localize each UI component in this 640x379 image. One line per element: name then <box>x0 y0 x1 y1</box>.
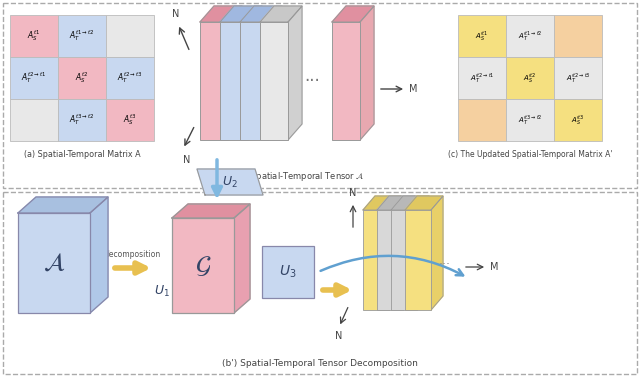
Bar <box>332 22 360 140</box>
Bar <box>10 57 58 99</box>
Text: $A_S^{t1}$: $A_S^{t1}$ <box>28 28 40 44</box>
Bar <box>106 15 154 57</box>
Text: (c) The Updated Spatial-Temporal Matrix A': (c) The Updated Spatial-Temporal Matrix … <box>448 150 612 159</box>
Text: (b') Spatial-Temporal Tensor Decomposition: (b') Spatial-Temporal Tensor Decompositi… <box>222 359 418 368</box>
Text: (b) Spatial-Temporal Tensor $\mathcal{A}$: (b) Spatial-Temporal Tensor $\mathcal{A}… <box>236 170 364 183</box>
Bar <box>3 3 637 188</box>
Text: $U_1$: $U_1$ <box>154 284 170 299</box>
Text: $\mathcal{G}$: $\mathcal{G}$ <box>195 254 211 277</box>
Bar <box>10 99 58 141</box>
Bar <box>506 15 554 57</box>
Text: N: N <box>172 9 180 19</box>
Text: $A_T^{t1\rightarrow t2}$: $A_T^{t1\rightarrow t2}$ <box>69 28 95 44</box>
Polygon shape <box>172 204 250 218</box>
Text: (a) Spatial-Temporal Matrix A: (a) Spatial-Temporal Matrix A <box>24 150 140 159</box>
Polygon shape <box>90 197 108 313</box>
Text: ...: ... <box>439 254 451 266</box>
Polygon shape <box>417 196 429 310</box>
Polygon shape <box>220 6 262 22</box>
Bar <box>240 22 268 140</box>
Text: $\mathcal{A}$: $\mathcal{A}$ <box>43 251 65 275</box>
Text: $A_S^{\prime t2}$: $A_S^{\prime t2}$ <box>524 72 537 85</box>
Polygon shape <box>197 169 263 195</box>
Text: $A_S^{\prime t3}$: $A_S^{\prime t3}$ <box>571 113 585 127</box>
Bar <box>506 57 554 99</box>
Bar <box>554 15 602 57</box>
Bar <box>405 210 431 310</box>
Bar <box>200 22 228 140</box>
Bar <box>106 99 154 141</box>
Text: $A_T^{t2\rightarrow t1}$: $A_T^{t2\rightarrow t1}$ <box>21 70 47 85</box>
Text: M: M <box>490 262 499 272</box>
Polygon shape <box>391 196 429 210</box>
Bar <box>260 22 288 140</box>
Bar <box>554 57 602 99</box>
Bar <box>18 213 90 313</box>
Text: $A_T^{t2\rightarrow t3}$: $A_T^{t2\rightarrow t3}$ <box>117 70 143 85</box>
Polygon shape <box>260 6 302 22</box>
Text: $A_T^{\prime t2\rightarrow t3}$: $A_T^{\prime t2\rightarrow t3}$ <box>566 72 590 85</box>
Text: decomposition: decomposition <box>105 250 161 259</box>
Bar <box>58 15 106 57</box>
Bar <box>172 218 234 313</box>
Text: $A_T^{\prime t3\rightarrow t2}$: $A_T^{\prime t3\rightarrow t2}$ <box>518 113 542 127</box>
Polygon shape <box>332 6 374 22</box>
Polygon shape <box>240 6 282 22</box>
Text: $A_T^{\prime t1\rightarrow t2}$: $A_T^{\prime t1\rightarrow t2}$ <box>518 30 542 42</box>
Bar <box>391 210 417 310</box>
Polygon shape <box>431 196 443 310</box>
Bar <box>3 192 637 374</box>
Text: $A_S^{t3}$: $A_S^{t3}$ <box>124 113 137 127</box>
Polygon shape <box>405 196 443 210</box>
Polygon shape <box>248 6 262 140</box>
Text: N: N <box>183 155 191 165</box>
Text: $U_3$: $U_3$ <box>279 264 297 280</box>
Text: $A_S^{\prime t1}$: $A_S^{\prime t1}$ <box>476 30 489 42</box>
Polygon shape <box>363 196 401 210</box>
Polygon shape <box>200 6 242 22</box>
Bar <box>106 57 154 99</box>
Text: $A_S^{t2}$: $A_S^{t2}$ <box>76 70 89 85</box>
Polygon shape <box>234 204 250 313</box>
Text: N: N <box>335 331 342 341</box>
Polygon shape <box>377 196 415 210</box>
Bar <box>554 99 602 141</box>
Bar <box>458 99 506 141</box>
Polygon shape <box>268 6 282 140</box>
Bar <box>220 22 248 140</box>
Bar <box>506 99 554 141</box>
Bar <box>58 99 106 141</box>
Text: $A_T^{\prime t2\rightarrow t1}$: $A_T^{\prime t2\rightarrow t1}$ <box>470 72 494 85</box>
Polygon shape <box>18 197 108 213</box>
Text: $U_2$: $U_2$ <box>222 174 238 190</box>
Bar <box>458 15 506 57</box>
Bar <box>262 246 314 298</box>
Polygon shape <box>288 6 302 140</box>
Polygon shape <box>403 196 415 310</box>
Text: M: M <box>409 84 417 94</box>
Bar <box>10 15 58 57</box>
Bar <box>377 210 403 310</box>
Text: N: N <box>349 188 356 198</box>
Bar <box>458 57 506 99</box>
Text: ...: ... <box>304 67 320 85</box>
Polygon shape <box>228 6 242 140</box>
Bar <box>58 57 106 99</box>
Bar <box>363 210 389 310</box>
Polygon shape <box>389 196 401 310</box>
Polygon shape <box>360 6 374 140</box>
Text: $A_T^{t3\rightarrow t2}$: $A_T^{t3\rightarrow t2}$ <box>69 113 95 127</box>
